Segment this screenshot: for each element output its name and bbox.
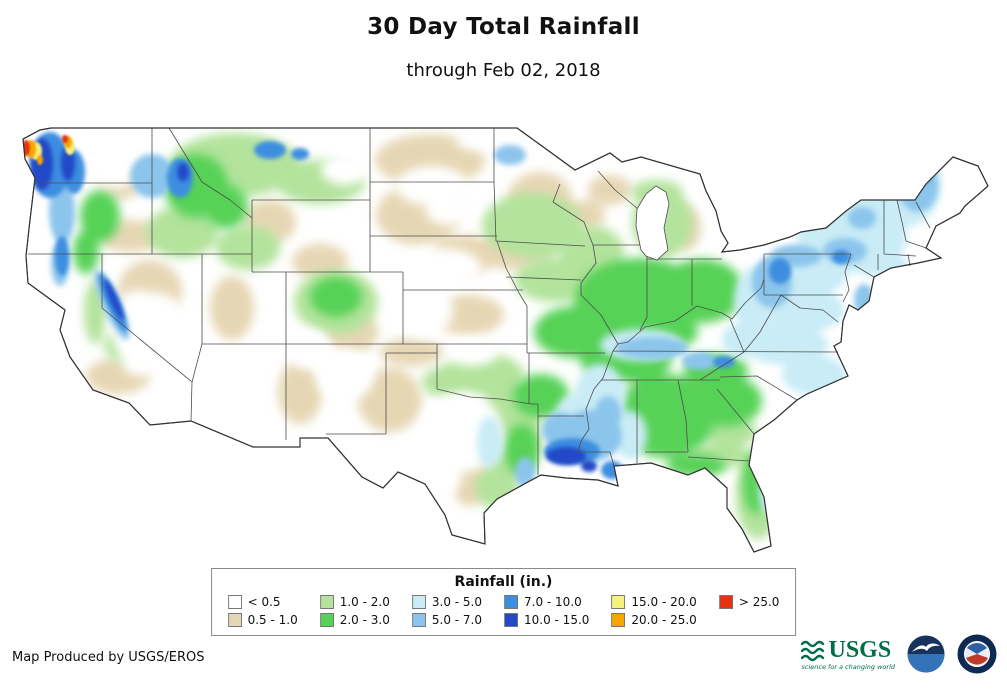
legend-label: 0.5 - 1.0 bbox=[247, 613, 298, 627]
legend-label: < 0.5 bbox=[247, 595, 281, 609]
usgs-tagline: science for a changing world bbox=[801, 662, 895, 671]
legend-label: 20.0 - 25.0 bbox=[631, 613, 697, 627]
legend-swatch bbox=[504, 613, 519, 627]
page-subtitle: through Feb 02, 2018 bbox=[406, 60, 601, 81]
rain-layer-under-0p5 bbox=[95, 130, 502, 502]
agency-logos: USGS science for a changing world bbox=[801, 634, 997, 674]
legend-item: 2.0 - 3.0 bbox=[319, 613, 390, 627]
legend-label: 7.0 - 10.0 bbox=[524, 595, 582, 609]
legend-item: 1.0 - 2.0 bbox=[319, 595, 390, 609]
legend-swatch bbox=[411, 595, 426, 609]
legend-swatch bbox=[718, 595, 733, 609]
legend-label: 1.0 - 2.0 bbox=[339, 595, 390, 609]
legend-swatch bbox=[227, 613, 242, 627]
us-outline bbox=[22, 127, 989, 553]
legend-label: 15.0 - 20.0 bbox=[631, 595, 697, 609]
legend-item: 7.0 - 10.0 bbox=[504, 595, 589, 609]
usgs-wordmark: USGS bbox=[828, 636, 892, 663]
nws-logo bbox=[957, 634, 997, 674]
legend-item: 3.0 - 5.0 bbox=[411, 595, 483, 609]
legend-label: 5.0 - 7.0 bbox=[431, 613, 483, 627]
legend-item: > 25.0 bbox=[718, 595, 780, 609]
legend-swatch bbox=[319, 595, 334, 609]
legend: Rainfall (in.) < 0.5 0.5 - 1.0 1.0 - 2.0… bbox=[210, 568, 797, 636]
lake-michigan bbox=[635, 185, 670, 261]
legend-label: 3.0 - 5.0 bbox=[431, 595, 483, 609]
page-title: 30 Day Total Rainfall bbox=[367, 14, 640, 40]
legend-item: 20.0 - 25.0 bbox=[611, 613, 697, 627]
usgs-waves-icon bbox=[801, 640, 825, 661]
legend-grid: < 0.5 0.5 - 1.0 1.0 - 2.0 2.0 - 3.0 3.0 … bbox=[227, 595, 780, 627]
legend-label: 10.0 - 15.0 bbox=[524, 613, 590, 627]
legend-swatch bbox=[411, 613, 426, 627]
legend-swatch bbox=[504, 595, 519, 609]
legend-item: 5.0 - 7.0 bbox=[411, 613, 483, 627]
legend-item: < 0.5 bbox=[227, 595, 298, 609]
legend-item: 0.5 - 1.0 bbox=[227, 613, 298, 627]
legend-item: 15.0 - 20.0 bbox=[611, 595, 697, 609]
legend-label: 2.0 - 3.0 bbox=[339, 613, 390, 627]
noaa-logo bbox=[907, 635, 945, 673]
legend-title: Rainfall (in.) bbox=[454, 574, 553, 590]
legend-swatch bbox=[611, 613, 626, 627]
state-borders bbox=[28, 127, 931, 475]
legend-swatch bbox=[227, 595, 242, 609]
rainfall-layers bbox=[23, 130, 941, 539]
legend-item: 10.0 - 15.0 bbox=[504, 613, 589, 627]
usgs-logo: USGS science for a changing world bbox=[801, 638, 895, 671]
legend-swatch bbox=[319, 613, 334, 627]
credit-text: Map Produced by USGS/EROS bbox=[12, 650, 205, 665]
legend-swatch bbox=[611, 595, 626, 609]
legend-label: > 25.0 bbox=[738, 595, 780, 609]
